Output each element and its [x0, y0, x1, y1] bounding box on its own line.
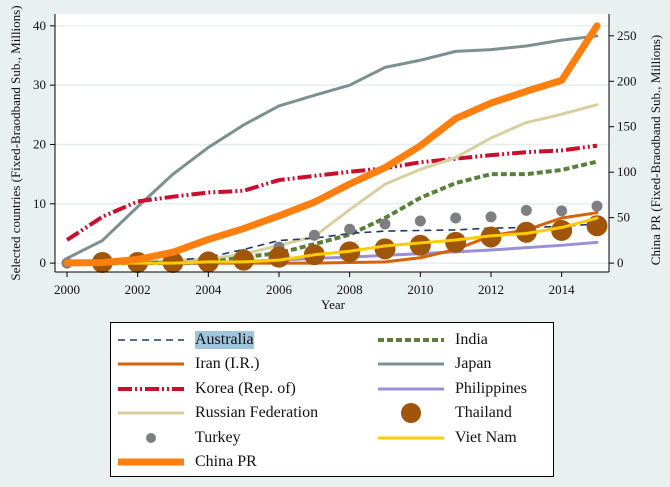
data-point	[374, 238, 396, 260]
series-viet-nam	[65, 216, 599, 265]
legend-symbol	[118, 411, 184, 415]
legend-item-russian-federation: Russian Federation	[117, 403, 318, 423]
x-tick-label: 2002	[125, 282, 151, 297]
series-japan	[65, 34, 599, 260]
data-point	[414, 215, 426, 227]
left-tick-label: 30	[33, 77, 46, 92]
left-tick-label: 40	[33, 18, 46, 33]
series-china-pr	[63, 22, 601, 267]
legend-symbol	[146, 432, 156, 443]
legend-item-viet-nam: Viet Nam	[377, 428, 517, 448]
legend-item-korea-rep-of: Korea (Rep. of)	[117, 379, 296, 399]
legend-item-australia: Australia	[117, 330, 254, 350]
legend-symbol	[378, 387, 444, 391]
legend-item-china-pr: China PR	[117, 452, 257, 472]
data-point	[344, 223, 356, 235]
legend-item-india: India	[377, 330, 488, 350]
legend-label: China PR	[195, 453, 257, 470]
right-tick-label: 50	[617, 210, 630, 225]
x-tick-label: 2006	[266, 282, 293, 297]
legend-symbol	[118, 386, 184, 391]
legend-item-thailand: Thailand	[377, 403, 512, 424]
right-y-axis-label: China PR (Fixed-Braodband Sub., Millions…	[648, 35, 663, 265]
x-tick-label: 2000	[54, 282, 80, 297]
data-point	[485, 211, 497, 223]
data-point	[520, 204, 532, 216]
legend-label: Philippines	[455, 379, 528, 397]
data-point	[379, 218, 391, 230]
legend-label: Iran (I.R.)	[195, 355, 260, 373]
x-axis-label: Year	[321, 297, 346, 312]
series-line	[65, 34, 599, 260]
legend-label: Japan	[455, 355, 492, 373]
x-tick-label: 2012	[478, 282, 504, 297]
right-tick-label: 100	[617, 164, 637, 179]
legend-label: Russian Federation	[195, 404, 319, 422]
data-point	[556, 205, 568, 217]
legend-symbol	[401, 403, 421, 424]
series-line	[63, 22, 601, 267]
legend-label: Korea (Rep. of)	[195, 379, 296, 397]
left-y-axis-label: Selected countries (Fixed-Braodband Sub.…	[8, 5, 23, 280]
axes	[54, 14, 610, 273]
data-point	[591, 200, 603, 212]
data-point	[233, 249, 255, 271]
right-tick-label: 250	[617, 28, 637, 43]
legend-symbol	[378, 362, 444, 366]
legend-symbol	[118, 362, 184, 366]
legend: Australia Iran (I.R.) Korea (Rep. of) Russi…	[110, 322, 554, 477]
legend-item-turkey: Turkey	[117, 428, 241, 448]
legend-item-japan: Japan	[377, 354, 491, 374]
data-point	[308, 229, 320, 241]
data-point	[450, 212, 462, 224]
left-tick-label: 0	[40, 255, 47, 270]
right-tick-label: 150	[617, 119, 637, 134]
legend-symbol	[378, 338, 444, 342]
left-tick-label: 20	[33, 136, 46, 151]
legend-label: Turkey	[195, 428, 241, 446]
x-tick-label: 2004	[195, 282, 222, 297]
data-point	[551, 219, 573, 241]
x-tick-label: 2014	[549, 282, 576, 297]
legend-symbol	[378, 436, 444, 440]
legend-item-philippines: Philippines	[377, 379, 527, 399]
legend-item-iran-i-r: Iran (I.R.)	[117, 354, 259, 374]
x-tick-label: 2008	[337, 282, 363, 297]
legend-symbol	[118, 458, 184, 466]
series-line	[65, 143, 598, 242]
series-korea-rep-of	[65, 143, 598, 242]
data-point	[268, 246, 290, 268]
series-layer	[61, 22, 608, 274]
legend-symbol	[118, 339, 184, 341]
data-point	[409, 234, 431, 256]
legend-label: Viet Nam	[455, 428, 517, 446]
legend-label: Thailand	[455, 404, 512, 422]
left-tick-label: 10	[33, 196, 46, 211]
right-tick-label: 0	[617, 255, 624, 270]
x-tick-label: 2010	[407, 282, 433, 297]
data-point	[445, 231, 467, 253]
right-tick-label: 200	[617, 73, 637, 88]
series-line	[65, 216, 599, 265]
legend-label: Australia	[195, 331, 254, 349]
legend-label: India	[455, 331, 488, 348]
